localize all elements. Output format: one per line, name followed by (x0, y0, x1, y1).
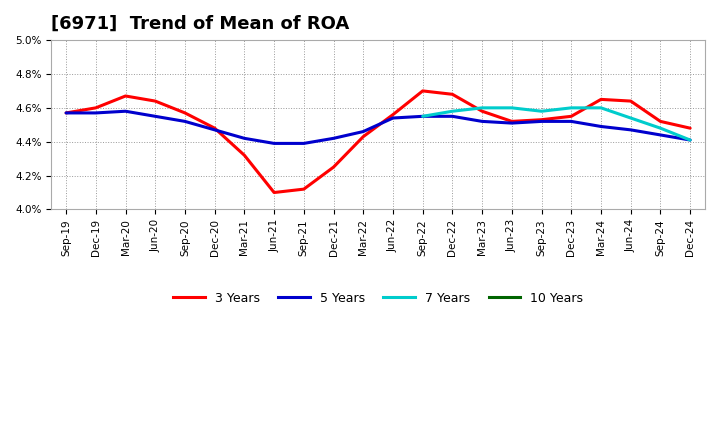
7 Years (478, 105, 487, 110)
3 Years (686, 125, 695, 131)
3 Years (359, 134, 368, 139)
5 Years (300, 141, 308, 146)
5 Years (181, 119, 189, 124)
5 Years (448, 114, 456, 119)
7 Years (537, 109, 546, 114)
5 Years (418, 114, 427, 119)
7 Years (448, 109, 456, 114)
5 Years (91, 110, 100, 116)
3 Years (151, 99, 160, 104)
3 Years (62, 110, 71, 116)
5 Years (597, 124, 606, 129)
3 Years (121, 93, 130, 99)
Line: 5 Years: 5 Years (66, 111, 690, 143)
5 Years (389, 115, 397, 121)
3 Years (508, 119, 516, 124)
5 Years (329, 136, 338, 141)
5 Years (151, 114, 160, 119)
5 Years (508, 121, 516, 126)
7 Years (656, 125, 665, 131)
3 Years (329, 165, 338, 170)
3 Years (597, 97, 606, 102)
3 Years (300, 187, 308, 192)
5 Years (567, 119, 575, 124)
3 Years (389, 112, 397, 117)
5 Years (210, 127, 219, 132)
3 Years (448, 92, 456, 97)
5 Years (270, 141, 279, 146)
5 Years (240, 136, 248, 141)
7 Years (686, 137, 695, 143)
5 Years (62, 110, 71, 116)
7 Years (626, 115, 635, 121)
Line: 3 Years: 3 Years (66, 91, 690, 193)
3 Years (240, 153, 248, 158)
5 Years (656, 132, 665, 138)
7 Years (567, 105, 575, 110)
3 Years (656, 119, 665, 124)
5 Years (121, 109, 130, 114)
7 Years (508, 105, 516, 110)
3 Years (270, 190, 279, 195)
7 Years (418, 114, 427, 119)
7 Years (597, 105, 606, 110)
5 Years (626, 127, 635, 132)
3 Years (91, 105, 100, 110)
3 Years (626, 99, 635, 104)
3 Years (210, 125, 219, 131)
5 Years (537, 119, 546, 124)
5 Years (686, 137, 695, 143)
Text: [6971]  Trend of Mean of ROA: [6971] Trend of Mean of ROA (51, 15, 349, 33)
3 Years (478, 109, 487, 114)
5 Years (359, 129, 368, 134)
3 Years (567, 114, 575, 119)
5 Years (478, 119, 487, 124)
Legend: 3 Years, 5 Years, 7 Years, 10 Years: 3 Years, 5 Years, 7 Years, 10 Years (168, 287, 588, 310)
3 Years (537, 117, 546, 122)
3 Years (418, 88, 427, 94)
Line: 7 Years: 7 Years (423, 108, 690, 140)
3 Years (181, 110, 189, 116)
